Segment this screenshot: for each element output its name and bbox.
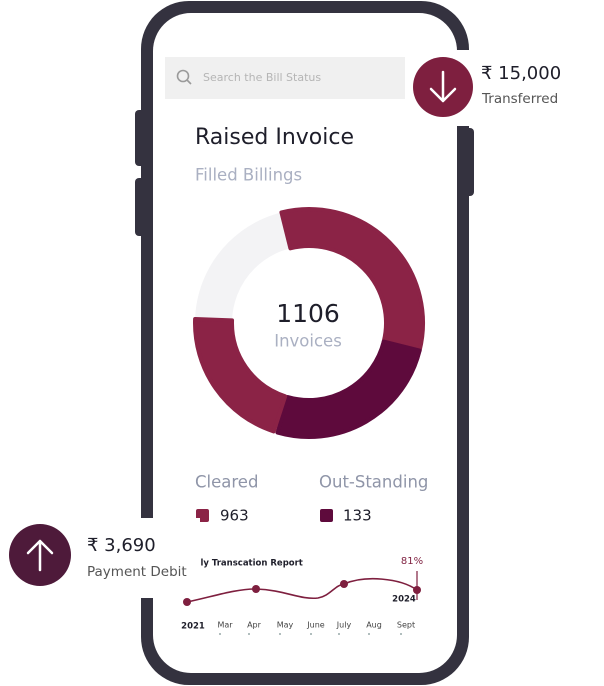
report-title: Monthly Transcation Report [170,559,303,569]
debit-amount: ₹ 3,690 [87,535,156,556]
up-arrow [26,539,54,572]
report-line [186,578,418,603]
search-icon [186,79,192,85]
legend-name: Out-Standing [319,473,428,492]
month-dot [248,633,250,635]
search-icon [176,69,190,83]
report-point [252,585,260,593]
invoice-subtitle: Filled Billings [195,166,302,185]
month-label: July [336,621,352,630]
donut-segment [193,317,288,434]
down-arrow [429,70,457,103]
report-point [413,586,421,594]
invoice-total-label: Invoices [274,332,342,351]
month-label: Aug [366,621,382,630]
donut-segment [279,207,425,353]
legend-value: 133 [343,507,372,525]
phone-screen [153,13,457,673]
donut [193,207,425,439]
report-end-year: 2024 [392,595,416,605]
month-dot [368,633,370,635]
month-dot [310,633,312,635]
report-end-value: 81% [401,556,423,567]
report-start-year: 2021 [181,622,205,632]
month-label: Mar [217,621,233,630]
search-bar[interactable] [165,57,407,99]
month-label: June [306,621,325,630]
invoice-title: Raised Invoice [195,125,354,150]
debit-label: Payment Debit [87,564,187,580]
month-label: Sept [397,621,415,630]
transfer-amount: ₹ 15,000 [481,63,561,84]
report-point [340,580,348,588]
month-dot [219,633,221,635]
transfer-label: Transferred [481,91,558,107]
month-label: May [277,621,294,630]
month-axis: Mar Apr May June July Aug Sept [217,621,415,635]
month-dot [400,633,402,635]
donut-segment [275,339,422,439]
month-label: Apr [247,621,262,630]
report-point [183,598,191,606]
search-placeholder: Search the Bill Status [203,71,321,84]
legend-swatch [320,509,333,522]
legend-name: Cleared [195,473,258,492]
month-dot [279,633,281,635]
legend-value: 963 [220,507,249,525]
invoice-total: 1106 [276,299,340,328]
month-dot [338,633,340,635]
